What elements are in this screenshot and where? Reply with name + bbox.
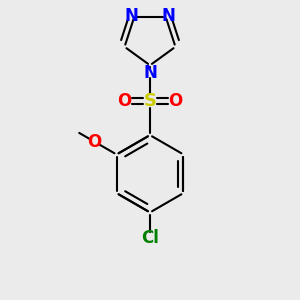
Text: N: N [124, 7, 138, 25]
Text: Cl: Cl [141, 229, 159, 247]
Text: N: N [143, 64, 157, 82]
Text: S: S [143, 92, 157, 110]
Text: N: N [162, 7, 176, 25]
Text: O: O [168, 92, 182, 110]
Text: O: O [88, 133, 102, 151]
Text: O: O [118, 92, 132, 110]
